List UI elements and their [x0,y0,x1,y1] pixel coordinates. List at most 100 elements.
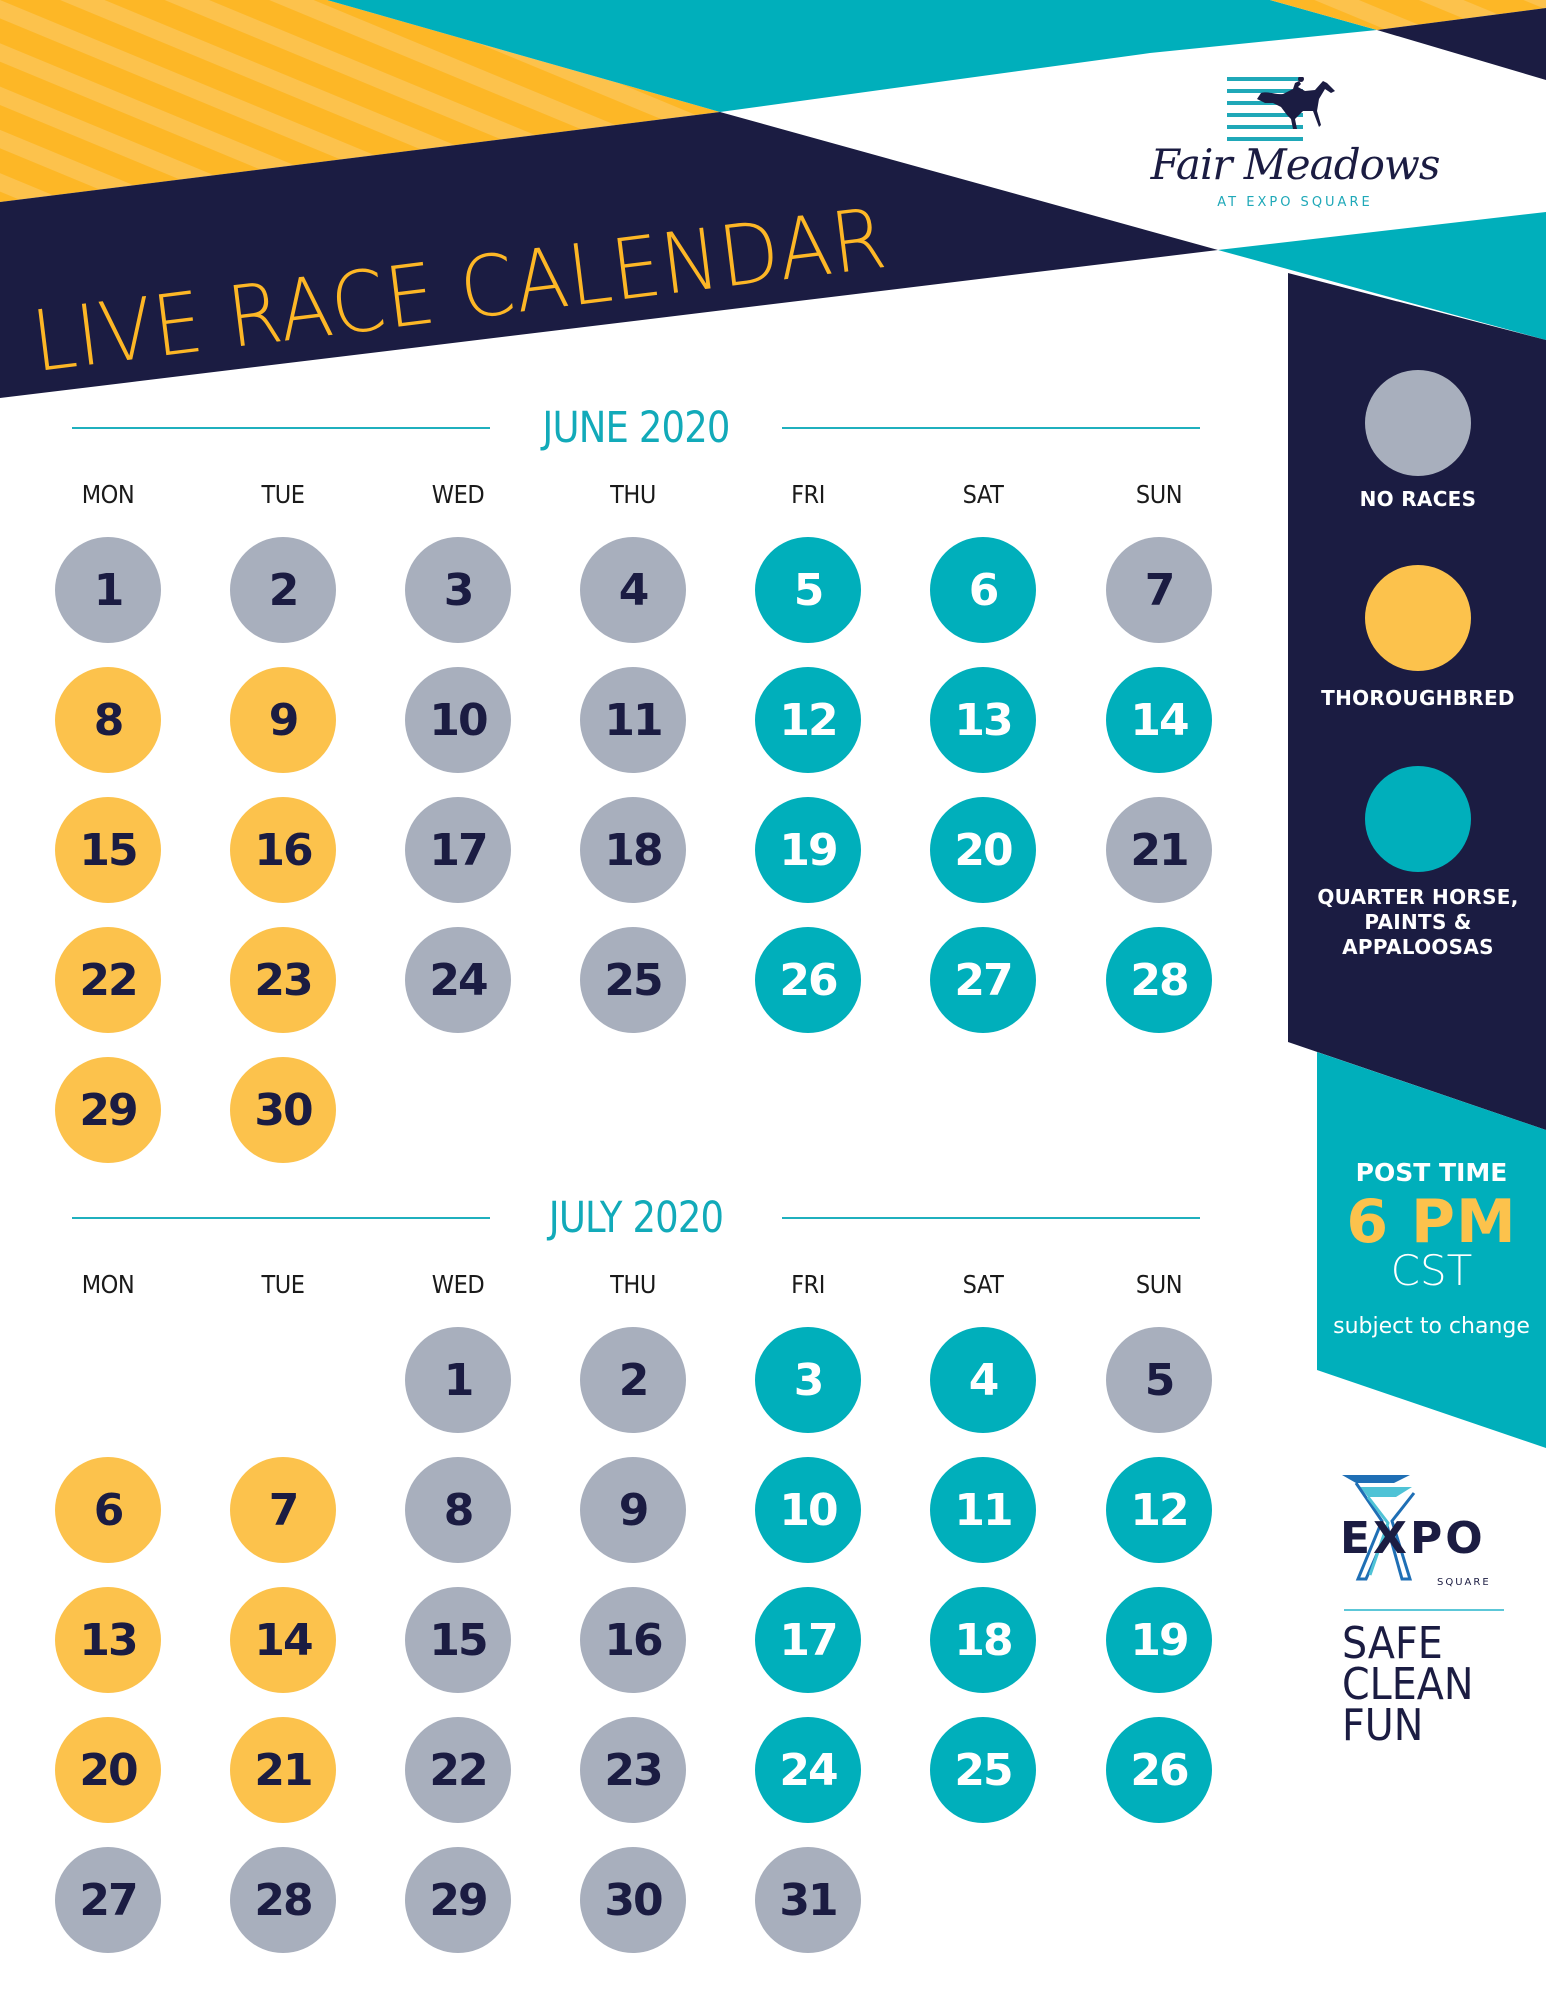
legend-swatch-no-races [1365,370,1471,476]
fair-meadows-logo: Fair Meadows AT EXPO SQUARE [1145,60,1455,220]
calendar-day[interactable]: 7 [1106,537,1212,643]
calendar-day[interactable]: 23 [580,1717,686,1823]
calendar-day[interactable]: 1 [55,537,161,643]
calendar-day[interactable]: 23 [230,927,336,1033]
racehorse-jockey-icon [1227,77,1335,141]
weekday-label: MON [81,480,135,509]
legend-label-thoroughbred: THOROUGHBRED [1321,686,1515,710]
calendar-day[interactable]: 29 [405,1847,511,1953]
calendar-day[interactable]: 8 [405,1457,511,1563]
weekday-label: TUE [261,1270,305,1299]
calendar-day[interactable]: 10 [755,1457,861,1563]
divider-line [72,427,490,429]
calendar-day[interactable]: 12 [1106,1457,1212,1563]
calendar-day[interactable]: 1 [405,1327,511,1433]
calendar-day[interactable]: 29 [55,1057,161,1163]
calendar-day[interactable]: 9 [580,1457,686,1563]
expo-square-logo: EXPO SQUARE SAFE CLEAN FUN [1340,1475,1520,1750]
calendar-day[interactable]: 9 [230,667,336,773]
calendar-day[interactable]: 5 [1106,1327,1212,1433]
post-time-note: subject to change [1333,1314,1530,1339]
tagline-fun: FUN [1342,1700,1424,1751]
expo-wordmark: EXPO [1340,1513,1486,1564]
divider-line [782,1217,1200,1219]
calendar-day[interactable]: 24 [405,927,511,1033]
legend-line: APPALOOSAS [1342,935,1494,959]
calendar-day[interactable]: 14 [1106,667,1212,773]
calendar-day[interactable]: 22 [55,927,161,1033]
expo-square-text: SQUARE [1437,1577,1491,1588]
weekday-label: FRI [791,480,825,509]
divider-line [72,1217,490,1219]
calendar-day[interactable]: 30 [580,1847,686,1953]
calendar-day[interactable]: 15 [405,1587,511,1693]
calendar-day[interactable]: 31 [755,1847,861,1953]
weekday-label: SUN [1135,480,1183,509]
calendar-day[interactable]: 25 [580,927,686,1033]
calendar-day[interactable]: 27 [930,927,1036,1033]
calendar-day[interactable]: 16 [580,1587,686,1693]
post-time-label: POST TIME [1355,1158,1508,1187]
calendar-day[interactable]: 19 [1106,1587,1212,1693]
calendar-day[interactable]: 27 [55,1847,161,1953]
divider-line [782,427,1200,429]
post-time-zone: CST [1390,1246,1473,1295]
calendar-day[interactable]: 20 [930,797,1036,903]
calendar-day[interactable]: 3 [405,537,511,643]
tagline-clean: CLEAN [1342,1659,1474,1710]
calendar-day[interactable]: 4 [580,537,686,643]
calendar-day[interactable]: 20 [55,1717,161,1823]
calendar-day[interactable]: 19 [755,797,861,903]
calendar-day[interactable]: 5 [755,537,861,643]
weekday-label: SUN [1135,1270,1183,1299]
expo-flag-x-icon [1342,1475,1416,1581]
calendar-day[interactable]: 16 [230,797,336,903]
calendar-day[interactable]: 15 [55,797,161,903]
calendar-day[interactable]: 17 [405,797,511,903]
calendar-day[interactable]: 13 [55,1587,161,1693]
calendar-day[interactable]: 28 [1106,927,1212,1033]
calendar-day[interactable]: 21 [230,1717,336,1823]
calendar-day[interactable]: 26 [755,927,861,1033]
legend-label-no-races: NO RACES [1359,487,1477,511]
calendar-day[interactable]: 25 [930,1717,1036,1823]
calendar-day[interactable]: 6 [930,537,1036,643]
calendar-day[interactable]: 22 [405,1717,511,1823]
calendar-day[interactable]: 17 [755,1587,861,1693]
calendar-day[interactable]: 10 [405,667,511,773]
calendar-day[interactable]: 24 [755,1717,861,1823]
calendar-day[interactable]: 11 [580,667,686,773]
month-title: JUNE 2020 [542,403,730,453]
weekday-label: MON [81,1270,135,1299]
month-heading-july: JULY 2020 [72,1194,1200,1242]
tagline: SAFE CLEAN FUN [1342,1622,1474,1751]
weekday-label: WED [431,480,485,509]
calendar-day[interactable]: 18 [930,1587,1036,1693]
weekday-label: WED [431,1270,485,1299]
calendar-day[interactable]: 7 [230,1457,336,1563]
calendar-day[interactable]: 11 [930,1457,1036,1563]
calendar-day[interactable]: 2 [580,1327,686,1433]
calendar-day[interactable]: 30 [230,1057,336,1163]
calendar-day[interactable]: 21 [1106,797,1212,903]
legend-swatch-quarter-horse [1365,766,1471,872]
calendar-day[interactable]: 3 [755,1327,861,1433]
calendar-day[interactable]: 2 [230,537,336,643]
weekday-label: THU [610,1270,656,1299]
calendar-day[interactable]: 4 [930,1327,1036,1433]
calendar-day[interactable]: 18 [580,797,686,903]
calendar-day[interactable]: 26 [1106,1717,1212,1823]
month-heading-june: JUNE 2020 [72,404,1200,452]
month-title: JULY 2020 [548,1193,724,1243]
calendar-day[interactable]: 12 [755,667,861,773]
calendar-day[interactable]: 28 [230,1847,336,1953]
legend-line: PAINTS & [1364,910,1472,934]
divider-line [1344,1609,1504,1611]
logo-name: Fair Meadows [1150,140,1441,189]
calendar-day[interactable]: 13 [930,667,1036,773]
calendar-day[interactable]: 14 [230,1587,336,1693]
calendar-day[interactable]: 8 [55,667,161,773]
calendar-day[interactable]: 6 [55,1457,161,1563]
weekday-label: FRI [791,1270,825,1299]
